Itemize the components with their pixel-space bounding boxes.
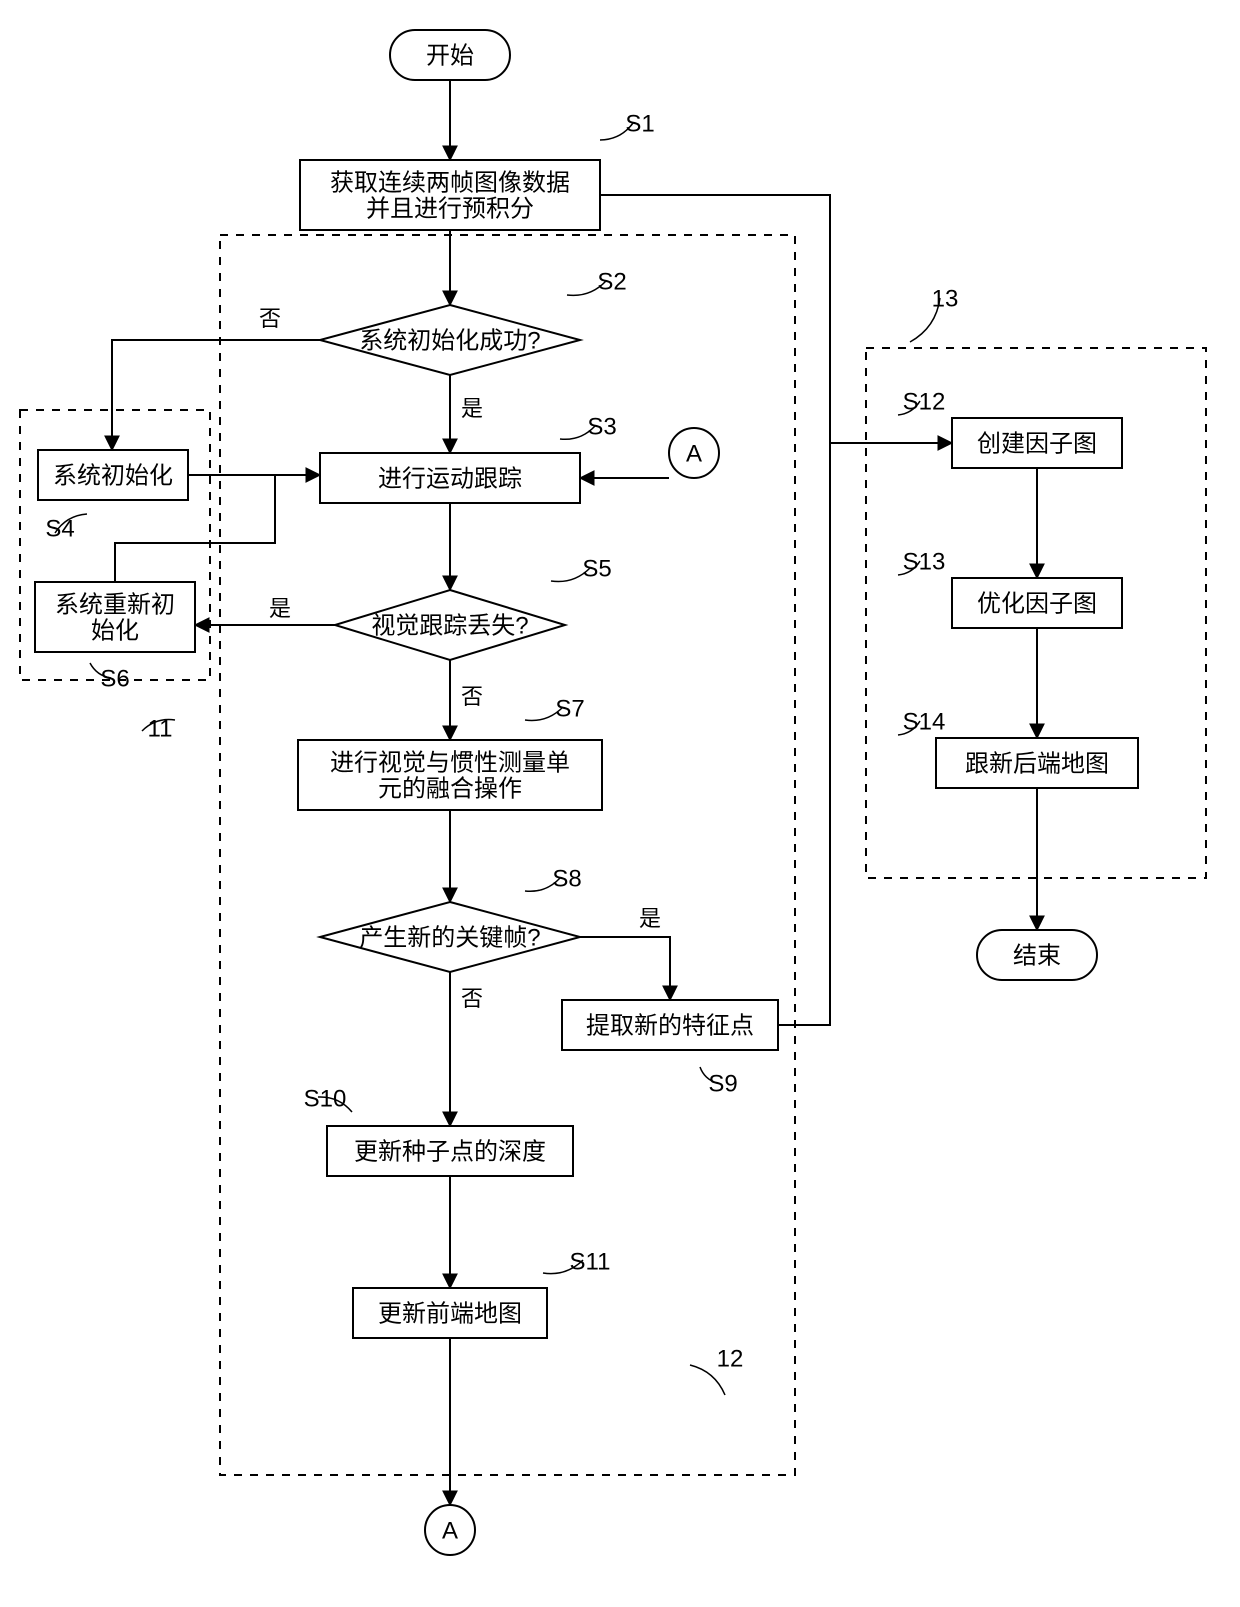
step-label-s6: S6 xyxy=(100,665,129,692)
node-a_bot: A xyxy=(425,1505,475,1555)
edge xyxy=(112,340,320,450)
step-label-s13: S13 xyxy=(903,548,946,575)
svg-text:元的融合操作: 元的融合操作 xyxy=(378,775,522,802)
node-s3: 进行运动跟踪 xyxy=(320,453,580,503)
step-label-s7: S7 xyxy=(555,695,584,722)
edge xyxy=(580,937,670,1000)
svg-text:跟新后端地图: 跟新后端地图 xyxy=(965,750,1109,777)
step-label-s11: S11 xyxy=(570,1248,611,1275)
step-label-s4: S4 xyxy=(45,515,74,542)
node-s12: 创建因子图 xyxy=(952,418,1122,468)
step-label-s2: S2 xyxy=(597,268,626,295)
node-s9: 提取新的特征点 xyxy=(562,1000,778,1050)
svg-text:优化因子图: 优化因子图 xyxy=(977,590,1097,617)
step-label-s14: S14 xyxy=(903,708,946,735)
edge-label: 是 xyxy=(269,596,291,621)
step-label-s3: S3 xyxy=(587,413,616,440)
svg-text:结束: 结束 xyxy=(1013,942,1061,969)
group-label-g12: 12 xyxy=(717,1345,744,1372)
svg-text:始化: 始化 xyxy=(91,617,139,644)
svg-text:A: A xyxy=(686,440,702,467)
edge xyxy=(600,195,952,443)
node-s8: 产生新的关键帧? xyxy=(320,902,580,972)
svg-text:开始: 开始 xyxy=(426,42,474,69)
edge xyxy=(778,443,830,1025)
svg-text:创建因子图: 创建因子图 xyxy=(977,430,1097,457)
edge-label: 否 xyxy=(461,986,483,1011)
svg-text:进行视觉与惯性测量单: 进行视觉与惯性测量单 xyxy=(330,749,570,776)
node-s13: 优化因子图 xyxy=(952,578,1122,628)
svg-text:提取新的特征点: 提取新的特征点 xyxy=(586,1012,754,1039)
node-s7: 进行视觉与惯性测量单元的融合操作 xyxy=(298,740,602,810)
node-a_right: A xyxy=(669,428,719,478)
node-s11: 更新前端地图 xyxy=(353,1288,547,1338)
edge-label: 否 xyxy=(259,306,281,331)
svg-text:进行运动跟踪: 进行运动跟踪 xyxy=(378,465,522,492)
step-label-s10: S10 xyxy=(304,1085,347,1112)
node-s2: 系统初始化成功? xyxy=(320,305,580,375)
svg-text:更新前端地图: 更新前端地图 xyxy=(378,1300,522,1327)
node-s6: 系统重新初始化 xyxy=(35,582,195,652)
node-start: 开始 xyxy=(390,30,510,80)
step-label-s8: S8 xyxy=(552,865,581,892)
svg-text:系统初始化: 系统初始化 xyxy=(53,462,173,489)
node-s5: 视觉跟踪丢失? xyxy=(335,590,565,660)
step-label-s12: S12 xyxy=(903,388,946,415)
step-label-s9: S9 xyxy=(708,1070,737,1097)
node-end: 结束 xyxy=(977,930,1097,980)
svg-text:视觉跟踪丢失?: 视觉跟踪丢失? xyxy=(371,612,528,639)
node-s1: 获取连续两帧图像数据并且进行预积分 xyxy=(300,160,600,230)
svg-text:A: A xyxy=(442,1517,458,1544)
edge-label: 否 xyxy=(461,684,483,709)
svg-text:系统初始化成功?: 系统初始化成功? xyxy=(359,327,540,354)
node-s14: 跟新后端地图 xyxy=(936,738,1138,788)
svg-text:系统重新初: 系统重新初 xyxy=(55,591,175,618)
svg-text:更新种子点的深度: 更新种子点的深度 xyxy=(354,1138,546,1165)
svg-text:产生新的关键帧?: 产生新的关键帧? xyxy=(359,924,540,951)
edge-label: 是 xyxy=(461,396,483,421)
node-s4: 系统初始化 xyxy=(38,450,188,500)
step-label-s1: S1 xyxy=(625,110,654,137)
step-label-s5: S5 xyxy=(582,555,611,582)
edge-label: 是 xyxy=(639,906,661,931)
svg-text:并且进行预积分: 并且进行预积分 xyxy=(366,195,534,222)
node-s10: 更新种子点的深度 xyxy=(327,1126,573,1176)
svg-text:获取连续两帧图像数据: 获取连续两帧图像数据 xyxy=(330,169,570,196)
group-label-g13: 13 xyxy=(932,285,959,312)
